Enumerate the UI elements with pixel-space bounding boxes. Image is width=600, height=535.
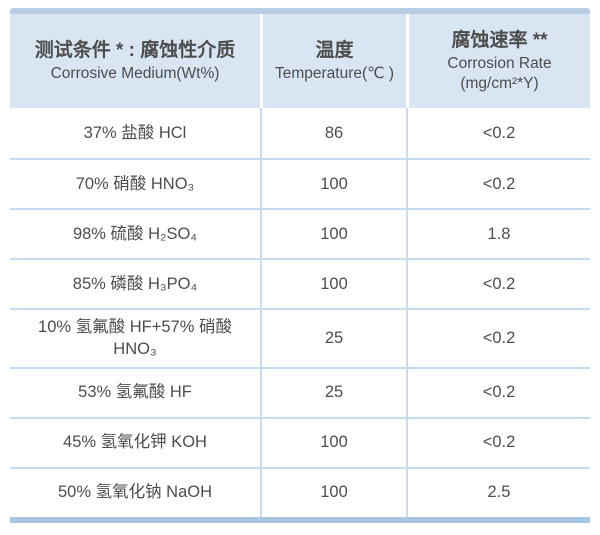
table-row: 70% 硝酸 HNO₃ 100 <0.2 <box>10 158 590 208</box>
table-row: 85% 磷酸 H₃PO₄ 100 <0.2 <box>10 258 590 308</box>
medium-cell: 37% 盐酸 HCl <box>83 123 187 142</box>
header-medium-zh: 测试条件 * : 腐蚀性介质 <box>34 40 236 62</box>
header-cell-temperature: 温度 Temperature(℃ ) <box>260 14 406 108</box>
temperature-cell: 100 <box>260 160 406 208</box>
header-cell-corrosion-rate: 腐蚀速率 ** Corrosion Rate (mg/cm²*Y) <box>406 14 590 108</box>
rate-cell: <0.2 <box>406 368 590 417</box>
header-temperature-zh: 温度 <box>315 40 354 62</box>
table-row: 37% 盐酸 HCl 86 <0.2 <box>10 108 590 158</box>
rate-cell: <0.2 <box>406 310 590 367</box>
temperature-cell: 100 <box>260 210 406 258</box>
rate-cell: <0.2 <box>406 260 590 308</box>
medium-cell: 70% 硝酸 HNO₃ <box>75 174 195 193</box>
table-row: 98% 硫酸 H₂SO₄ 100 1.8 <box>10 208 590 258</box>
header-cell-medium: 测试条件 * : 腐蚀性介质 Corrosive Medium(Wt%) <box>10 14 260 108</box>
rate-cell: <0.2 <box>406 418 590 467</box>
table-bottom-accent-strip <box>10 516 590 523</box>
header-rate-en: Corrosion Rate <box>447 54 552 72</box>
rate-cell: 2.5 <box>406 468 590 517</box>
rate-cell: <0.2 <box>406 160 590 208</box>
table-top-accent-strip <box>10 8 590 14</box>
header-rate-zh: 腐蚀速率 ** <box>451 30 548 52</box>
rate-cell: <0.2 <box>406 108 590 158</box>
temperature-cell: 86 <box>260 108 406 158</box>
rate-cell: 1.8 <box>406 210 590 258</box>
medium-cell: 50% 氢氧化钠 NaOH <box>57 483 213 502</box>
temperature-cell: 100 <box>260 418 406 467</box>
medium-cell: 45% 氢氧化钾 KOH <box>63 433 207 452</box>
temperature-cell: 25 <box>260 368 406 417</box>
medium-cell: 98% 硫酸 H₂SO₄ <box>72 224 198 243</box>
table-row: 53% 氢氟酸 HF 25 <0.2 <box>10 366 590 417</box>
medium-cell: 53% 氢氟酸 HF <box>78 383 192 402</box>
table-row: 50% 氢氧化钠 NaOH 100 2.5 <box>10 466 590 517</box>
temperature-cell: 100 <box>260 260 406 308</box>
medium-cell: 85% 磷酸 H₃PO₄ <box>72 274 198 293</box>
header-rate-unit: (mg/cm²*Y) <box>460 74 539 92</box>
medium-cell: 10% 氢氟酸 HF+57% 硝酸 HNO₃ <box>38 318 232 359</box>
table-row: 10% 氢氟酸 HF+57% 硝酸 HNO₃ 25 <0.2 <box>10 308 590 367</box>
table-header-row: 测试条件 * : 腐蚀性介质 Corrosive Medium(Wt%) 温度 … <box>10 14 590 108</box>
table-row: 45% 氢氧化钾 KOH 100 <0.2 <box>10 416 590 467</box>
temperature-cell: 25 <box>260 310 406 367</box>
temperature-cell: 100 <box>260 468 406 517</box>
corrosion-table: 测试条件 * : 腐蚀性介质 Corrosive Medium(Wt%) 温度 … <box>10 8 590 523</box>
header-medium-en: Corrosive Medium(Wt%) <box>50 64 220 82</box>
header-temperature-en: Temperature(℃ ) <box>274 64 395 82</box>
